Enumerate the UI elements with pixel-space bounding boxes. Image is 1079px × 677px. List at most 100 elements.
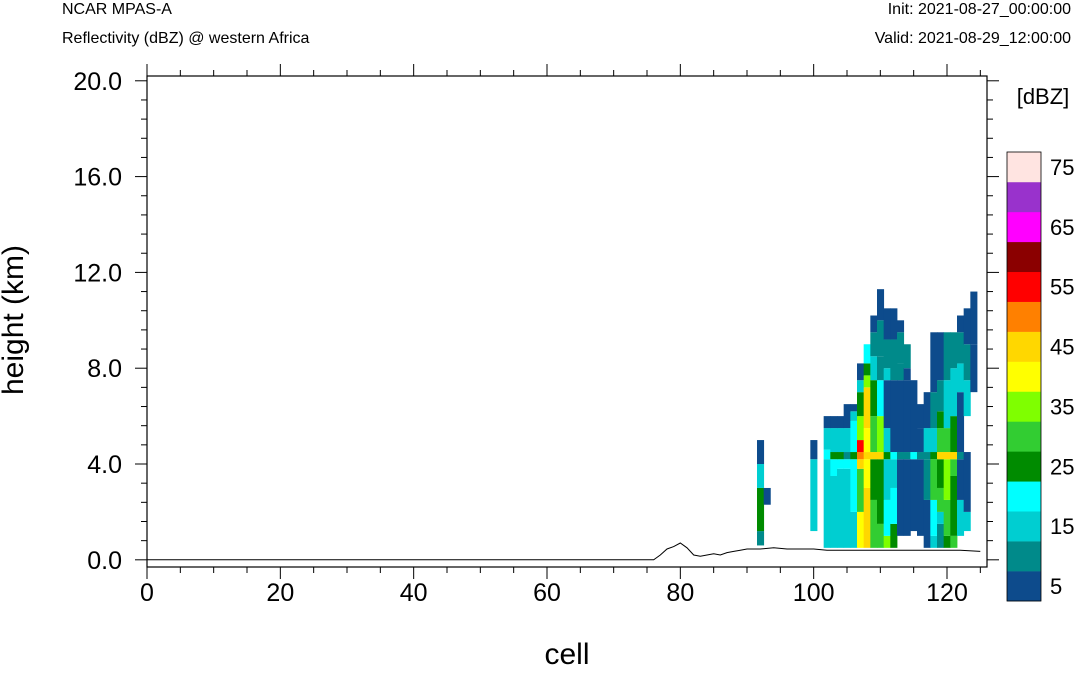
reflectivity-cell (963, 308, 971, 345)
plot-frame (146, 75, 988, 568)
reflectivity-cell (857, 392, 865, 417)
colorbar-swatch (1007, 451, 1041, 482)
terrain-layer (147, 542, 981, 561)
x-axis-label: cell (544, 638, 589, 671)
init-time: Init: 2021-08-27_00:00:00 (887, 1, 1071, 18)
reflectivity-cell (857, 440, 865, 453)
reflectivity-cell (963, 511, 971, 532)
colorbar-swatch (1007, 211, 1041, 243)
reflectivity-cell (877, 452, 885, 460)
reflectivity-cell (910, 380, 918, 453)
reflectivity-cell (923, 499, 931, 548)
reflectivity-cell (903, 344, 911, 369)
reflectivity-cell (943, 535, 951, 548)
reflectivity-cell (857, 459, 865, 469)
reflectivity-cell (757, 464, 765, 488)
plot-axes (135, 64, 999, 579)
colorbar-tick-label: 45 (1050, 335, 1074, 360)
reflectivity-cell (937, 487, 945, 512)
reflectivity-cell (883, 452, 891, 460)
x-tick-label: 120 (926, 579, 968, 607)
reflectivity-cell (890, 523, 898, 548)
reflectivity-cell (877, 416, 885, 453)
reflectivity-cell (857, 452, 865, 460)
colorbar-tick-label: 5 (1050, 574, 1062, 599)
reflectivity-cell (883, 308, 891, 340)
reflectivity-cell (890, 487, 898, 524)
reflectivity-cell (757, 440, 765, 465)
reflectivity-cell (877, 523, 885, 548)
reflectivity-cell (890, 339, 898, 381)
model-name: NCAR MPAS-A (62, 1, 172, 18)
reflectivity-cell (957, 315, 965, 333)
reflectivity-cell (857, 363, 865, 381)
y-tick-label: 20.0 (73, 68, 122, 96)
reflectivity-cell (950, 475, 958, 536)
field-title: Reflectivity (dBZ) @ western Africa (62, 30, 310, 47)
colorbar-swatch (1007, 301, 1041, 332)
reflectivity-cell (957, 452, 965, 460)
y-tick-label: 0.0 (87, 547, 122, 575)
reflectivity-cell (943, 380, 951, 429)
reflectivity-cell (857, 416, 865, 441)
reflectivity-cell (863, 452, 871, 460)
reflectivity-cell (863, 487, 871, 548)
reflectivity-cell (850, 420, 858, 453)
reflectivity-cell (823, 459, 831, 548)
reflectivity-cell (810, 459, 818, 532)
reflectivity-cell (930, 392, 938, 429)
reflectivity-cell (837, 428, 845, 453)
colorbar: 5 15 25 35 45 55 65 75 (1006, 151, 1074, 602)
reflectivity-cell (937, 380, 945, 412)
reflectivity-cell (870, 499, 878, 548)
reflectivity-cell (930, 535, 938, 548)
reflectivity-cell (863, 375, 871, 388)
reflectivity-cell (883, 380, 891, 429)
reflectivity-cell (957, 363, 965, 393)
reflectivity-cell (863, 387, 871, 429)
colorbar-swatch (1007, 361, 1041, 392)
reflectivity-cell (930, 332, 938, 393)
reflectivity-cell (877, 289, 885, 321)
y-tick-label: 8.0 (87, 355, 122, 383)
y-axis-label: height (km) (0, 245, 30, 395)
reflectivity-cell (843, 428, 851, 453)
reflectivity-cell (857, 380, 865, 393)
colorbar-tick-label: 65 (1050, 215, 1074, 240)
reflectivity-cell (937, 428, 945, 453)
reflectivity-cell (870, 459, 878, 500)
reflectivity-cell (870, 332, 878, 357)
reflectivity-cell (843, 459, 851, 469)
reflectivity-cell (850, 511, 858, 548)
y-tick-label: 12.0 (73, 259, 122, 287)
reflectivity-cell (917, 452, 925, 460)
reflectivity-cell (870, 356, 878, 381)
reflectivity-cell (877, 459, 885, 524)
reflectivity-cell (863, 459, 871, 488)
reflectivity-cell (903, 380, 911, 453)
reflectivity-cell (850, 459, 858, 512)
reflectivity-cell (870, 452, 878, 460)
reflectivity-cell (890, 308, 898, 340)
reflectivity-cell (870, 315, 878, 333)
reflectivity-cell (950, 452, 958, 460)
reflectivity-cell (943, 452, 951, 460)
reflectivity-cell (930, 499, 938, 536)
colorbar-swatch (1007, 391, 1041, 422)
reflectivity-cell (957, 332, 965, 364)
reflectivity-cell (897, 380, 905, 453)
reflectivity-cell (930, 452, 938, 460)
reflectivity-cell (883, 535, 891, 548)
reflectivity-cell (937, 332, 945, 381)
x-tick-label: 100 (793, 579, 835, 607)
reflectivity-cell (877, 320, 885, 357)
reflectivity-cell (970, 291, 978, 345)
colorbar-tick-label: 35 (1050, 394, 1074, 419)
reflectivity-cell (923, 459, 931, 500)
reflectivity-cell (897, 452, 905, 460)
reflectivity-cell (883, 428, 891, 453)
reflectivity-cell (890, 459, 898, 488)
reflectivity-cell (850, 411, 858, 421)
reflectivity-cell (823, 449, 831, 460)
reflectivity-cell (757, 487, 765, 532)
